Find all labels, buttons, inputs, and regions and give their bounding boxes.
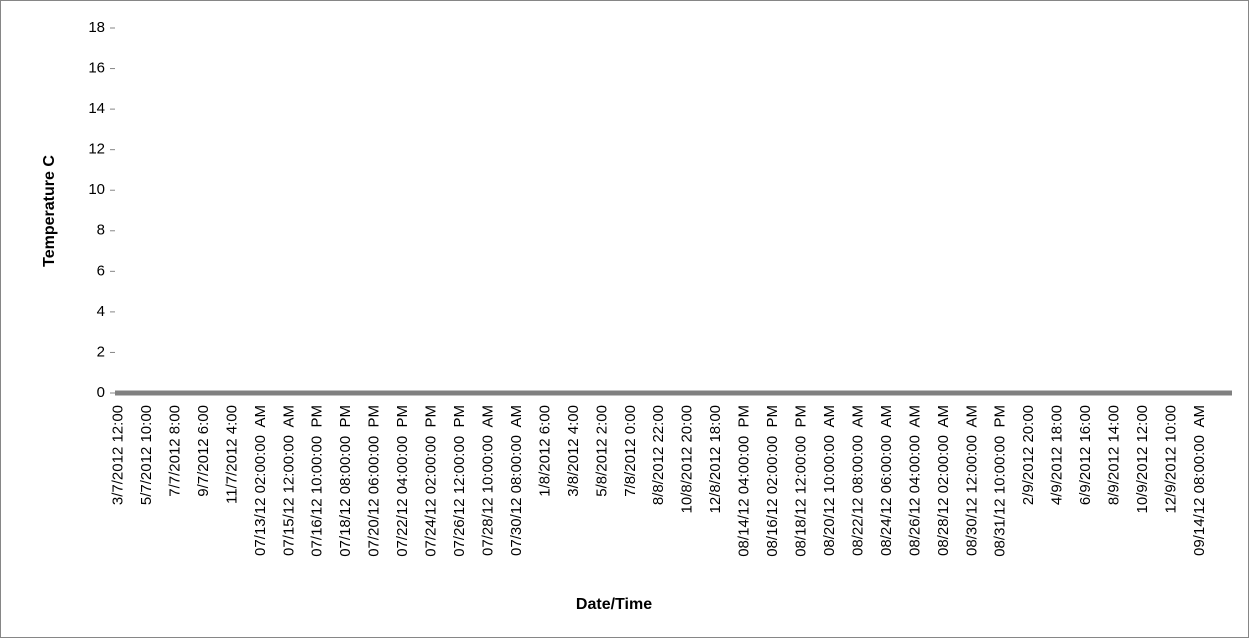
x-tick-label: 08/30/12 12:00:00 AM xyxy=(963,405,980,556)
x-tick-label: 07/22/12 04:00:00 PM xyxy=(394,405,411,557)
x-tick-label: 09/14/12 08:00:00 AM xyxy=(1191,405,1208,556)
y-tick-label: 2 xyxy=(97,343,105,360)
y-tick-label: 10 xyxy=(88,181,105,198)
x-tick-label: 9/7/2012 6:00 xyxy=(195,405,212,497)
x-tick-label: 08/14/12 04:00:00 PM xyxy=(736,405,753,557)
x-tick-label: 08/26/12 04:00:00 AM xyxy=(906,405,923,556)
x-tick-label: 7/8/2012 0:00 xyxy=(622,405,639,497)
x-tick-label: 2/9/2012 20:00 xyxy=(1020,405,1037,505)
x-tick-label: 07/26/12 12:00:00 PM xyxy=(451,405,468,557)
y-tick-label: 12 xyxy=(88,141,105,158)
x-tick-label: 5/7/2012 10:00 xyxy=(138,405,155,505)
x-tick-label: 07/16/12 10:00:00 PM xyxy=(309,405,326,557)
x-tick-label: 07/24/12 02:00:00 PM xyxy=(423,405,440,557)
x-tick-label: 08/31/12 10:00:00 PM xyxy=(992,405,1009,557)
x-tick-label: 8/8/2012 22:00 xyxy=(650,405,667,505)
x-tick-label: 07/30/12 08:00:00 AM xyxy=(508,405,525,556)
x-tick-label: 12/9/2012 10:00 xyxy=(1162,405,1179,513)
y-tick-label: 14 xyxy=(88,100,105,117)
x-tick-label: 3/7/2012 12:00 xyxy=(110,405,127,505)
x-tick-label: 08/20/12 10:00:00 AM xyxy=(821,405,838,556)
y-tick-label: 18 xyxy=(88,19,105,36)
y-axis-title: Temperature C xyxy=(41,155,58,267)
y-tick-label: 16 xyxy=(88,60,105,77)
x-tick-label: 10/8/2012 20:00 xyxy=(679,405,696,513)
x-axis-title: Date/Time xyxy=(576,596,652,613)
x-tick-label: 5/8/2012 2:00 xyxy=(593,405,610,497)
y-tick-label: 6 xyxy=(97,262,105,279)
x-tick-label: 08/28/12 02:00:00 AM xyxy=(935,405,952,556)
x-tick-label: 3/8/2012 4:00 xyxy=(565,405,582,497)
x-tick-label: 08/16/12 02:00:00 PM xyxy=(764,405,781,557)
x-tick-label: 07/28/12 10:00:00 AM xyxy=(479,405,496,556)
x-tick-label: 07/13/12 02:00:00 AM xyxy=(252,405,269,556)
x-tick-label: 08/22/12 08:00:00 AM xyxy=(849,405,866,556)
x-tick-label: 8/9/2012 14:00 xyxy=(1106,405,1123,505)
x-tick-label: 10/9/2012 12:00 xyxy=(1134,405,1151,513)
x-tick-label: 6/9/2012 16:00 xyxy=(1077,405,1094,505)
x-tick-label: 11/7/2012 4:00 xyxy=(223,405,240,504)
y-tick-label: 4 xyxy=(97,303,105,320)
x-tick-label: 1/8/2012 6:00 xyxy=(536,405,553,497)
x-tick-label: 07/20/12 06:00:00 PM xyxy=(366,405,383,557)
x-tick-label: 4/9/2012 18:00 xyxy=(1049,405,1066,505)
x-tick-label: 7/7/2012 8:00 xyxy=(166,405,183,497)
y-tick-label: 8 xyxy=(97,222,105,239)
x-tick-label: 08/24/12 06:00:00 AM xyxy=(878,405,895,556)
x-tick-label: 07/18/12 08:00:00 PM xyxy=(337,405,354,557)
x-tick-label: 08/18/12 12:00:00 PM xyxy=(793,405,810,557)
x-tick-label: 07/15/12 12:00:00 AM xyxy=(280,405,297,556)
x-tick-label: 12/8/2012 18:00 xyxy=(707,405,724,513)
y-tick-label: 0 xyxy=(97,384,105,401)
